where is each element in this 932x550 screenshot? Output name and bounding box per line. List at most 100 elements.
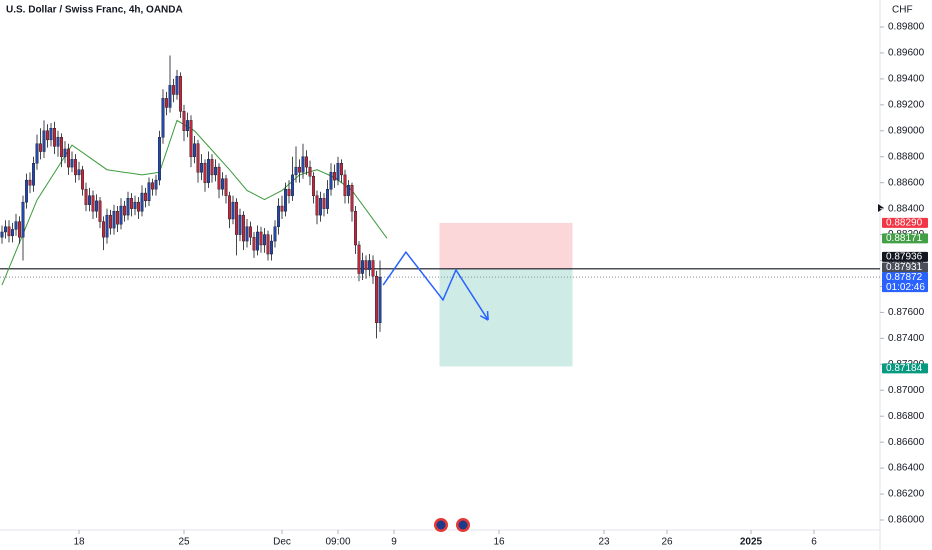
candle-body (329, 172, 333, 190)
candle-body (112, 211, 116, 229)
candle-body (73, 159, 77, 176)
candle-body (315, 195, 319, 216)
x-tick-label: 09:00 (325, 537, 350, 548)
candle-body (21, 201, 25, 238)
candle-body (308, 166, 312, 177)
y-tick-label: 0.89000 (888, 125, 925, 136)
candle-body (49, 127, 53, 141)
candle-body (70, 159, 74, 168)
candle-body (277, 205, 281, 227)
candle-body (354, 211, 358, 246)
candle-body (326, 188, 330, 209)
price-label-box (882, 251, 928, 262)
candle-body (175, 76, 179, 95)
candle-body (378, 276, 382, 323)
candle-body (39, 143, 43, 152)
x-tick-label: 16 (493, 537, 505, 548)
candle-body (234, 201, 238, 235)
price-label: 0.88290 (886, 218, 923, 229)
candle-body (84, 188, 88, 205)
candle-body (196, 143, 200, 173)
candle-body (101, 221, 105, 238)
candle-body (270, 240, 274, 255)
candle-body (361, 260, 365, 274)
candle-body (154, 179, 158, 190)
x-tick-label: 2025 (740, 537, 763, 548)
candle-body (108, 214, 112, 229)
candle-body (115, 211, 119, 225)
candle-body (0, 231, 4, 238)
y-tick-label: 0.87000 (888, 385, 925, 396)
y-tick-label: 0.86800 (888, 411, 925, 422)
candle-body (206, 159, 210, 183)
candle-body (368, 260, 372, 270)
candle-body (284, 188, 288, 212)
arrow-head (479, 315, 489, 321)
y-tick-label: 0.87400 (888, 333, 925, 344)
y-tick-label: 0.89800 (888, 22, 925, 33)
price-label-box (882, 262, 928, 273)
candle-body (280, 205, 284, 212)
candle-body (171, 85, 175, 95)
candle-body (350, 185, 354, 212)
candle-body (129, 198, 133, 209)
y-tick-label: 0.86600 (888, 437, 925, 448)
candle-body (105, 214, 109, 238)
candle-body (301, 156, 305, 173)
price-label-box (882, 363, 928, 374)
chart-title: U.S. Dollar / Swiss Franc, 4h, OANDA (6, 5, 183, 16)
path-drawing (382, 250, 489, 321)
candle-body (178, 76, 182, 112)
candle-body (224, 178, 228, 196)
candle-body (227, 195, 231, 220)
stop-zone (439, 222, 573, 269)
candle-body (319, 198, 323, 216)
candle-body (203, 163, 207, 183)
y-tick-label: 0.88600 (888, 177, 925, 188)
candle-body (182, 111, 186, 131)
y-tick-label: 0.86400 (888, 463, 925, 474)
candle-body (14, 221, 18, 230)
candle-body (168, 85, 172, 108)
candle-body (91, 195, 95, 212)
candle-body (213, 166, 217, 176)
candle-body (248, 226, 252, 238)
candle-body (133, 201, 137, 209)
candle-body (60, 137, 64, 157)
candle-body (126, 198, 130, 216)
candle-body (42, 130, 46, 152)
candle-body (10, 229, 14, 237)
event-icons[interactable] (434, 518, 470, 532)
candle-body (312, 175, 316, 196)
target-zone (439, 268, 573, 367)
candle-body (56, 137, 60, 147)
candle-body (273, 226, 277, 242)
candle-body (77, 169, 81, 176)
event-icon-inner (436, 520, 446, 530)
x-tick-label: 9 (391, 537, 397, 548)
candle-body (136, 201, 140, 212)
candle-body (322, 198, 326, 209)
candle-body (241, 214, 245, 242)
arrow-head (486, 311, 489, 321)
candle-body (7, 226, 11, 237)
candle-body (231, 201, 235, 220)
candle-body (122, 205, 126, 216)
candle-body (32, 163, 36, 186)
candle-body (305, 156, 309, 168)
countdown-label: 01:02:46 (886, 282, 925, 293)
candle-body (150, 182, 154, 190)
candle-body (259, 231, 263, 246)
candle-body (185, 120, 189, 131)
y-tick-label: 0.88800 (888, 151, 925, 162)
candle-body (199, 163, 203, 173)
x-tick-label: Dec (273, 537, 291, 548)
candle-body (119, 205, 123, 225)
candle-body (210, 159, 214, 176)
price-label-box (882, 272, 928, 293)
candle-body (28, 179, 32, 186)
candle-body (164, 98, 168, 108)
candle-body (87, 195, 91, 205)
event-icon-inner (458, 520, 468, 530)
candle-body (294, 166, 298, 176)
